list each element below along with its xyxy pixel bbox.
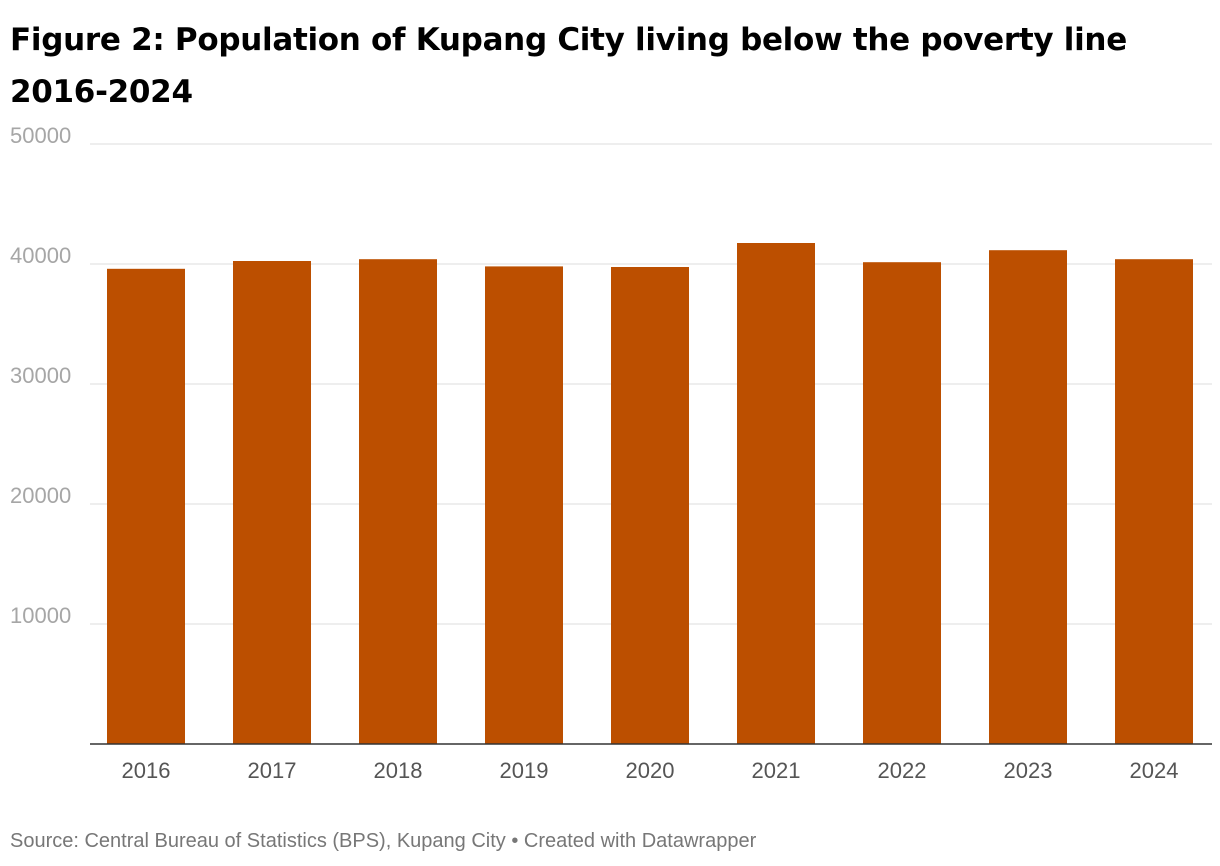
x-tick-label: 2016 [122, 758, 171, 783]
x-tick-label: 2019 [500, 758, 549, 783]
y-tick-label: 30000 [10, 363, 71, 388]
y-axis-ticks: 50000 40000 30000 20000 10000 [10, 123, 71, 628]
x-tick-label: 2017 [248, 758, 297, 783]
chart-title: Figure 2: Population of Kupang City livi… [10, 22, 1127, 110]
y-tick-label: 20000 [10, 483, 71, 508]
bar-2022 [863, 262, 941, 744]
bar-2016 [107, 268, 185, 744]
bar-2021 [737, 243, 815, 744]
bar-2020 [611, 267, 689, 744]
bar-2023 [989, 250, 1067, 744]
bar-2018 [359, 259, 437, 744]
x-tick-label: 2021 [752, 758, 801, 783]
bar-2019 [485, 266, 563, 744]
source-note: Source: Central Bureau of Statistics (BP… [10, 830, 757, 852]
bar-2024 [1115, 259, 1193, 744]
x-axis-labels: 2016 2017 2018 2019 2020 2021 2022 2023 2024 [122, 758, 1179, 783]
x-tick-label: 2022 [878, 758, 927, 783]
y-tick-label: 40000 [10, 243, 71, 268]
x-tick-label: 2024 [1130, 758, 1179, 783]
bar-2017 [233, 261, 311, 744]
x-tick-label: 2020 [626, 758, 675, 783]
bars [107, 243, 1193, 744]
y-tick-label: 50000 [10, 123, 71, 148]
y-tick-label: 10000 [10, 603, 71, 628]
x-tick-label: 2023 [1004, 758, 1053, 783]
x-tick-label: 2018 [374, 758, 423, 783]
